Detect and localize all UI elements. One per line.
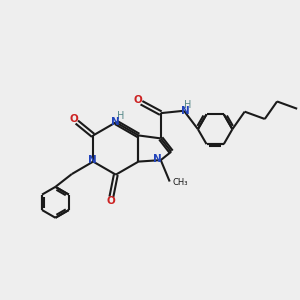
Text: CH₃: CH₃ [172, 178, 188, 188]
Text: H: H [184, 100, 191, 110]
Text: O: O [106, 196, 115, 206]
Text: O: O [134, 95, 142, 105]
Text: N: N [111, 117, 120, 128]
Text: N: N [181, 106, 190, 116]
Text: H: H [118, 111, 125, 121]
Text: O: O [70, 114, 78, 124]
Text: N: N [88, 155, 97, 165]
Text: N: N [153, 154, 162, 164]
